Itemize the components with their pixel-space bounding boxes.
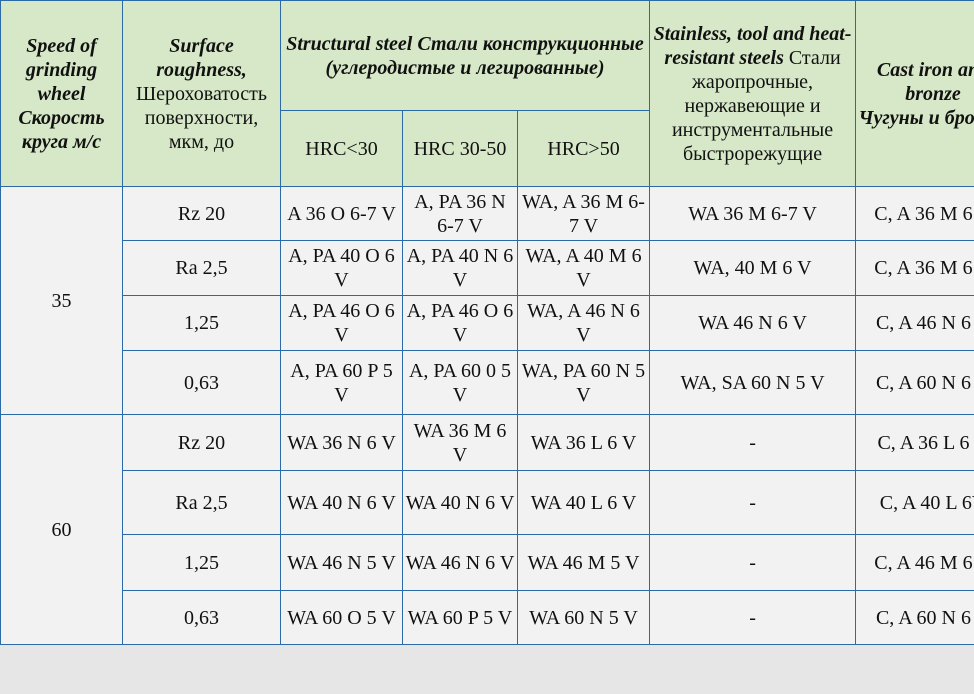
roughness-cell: 1,25 [122,534,281,591]
stainless-cell: WA 36 M 6-7 V [649,186,857,241]
header-cast-en: Cast iron and bronze [876,58,974,105]
header-speed-ru: Скорость круга м/с [18,106,105,153]
stainless-cell: WA 46 N 6 V [649,295,857,351]
roughness-cell: Rz 20 [122,186,281,241]
hrc-high-cell: WA 60 N 5 V [516,590,651,645]
header-roughness-ru: Шероховатость поверхности, мкм, до [135,82,268,153]
roughness-cell: Rz 20 [122,414,281,471]
hrc-high-cell: WA, A 46 N 6 V [516,295,651,351]
roughness-cell: 0,63 [122,590,281,645]
cast-iron-cell: C, A 46 M 6 V [855,534,974,591]
stainless-cell: WA, 40 M 6 V [649,240,857,296]
hrc-low-cell: WA 60 O 5 V [280,590,403,645]
hrc-high-cell: WA, A 36 M 6-7 V [516,186,651,241]
stainless-cell: - [649,414,857,471]
speed-cell: 35 [0,186,123,415]
cast-iron-cell: C, A 46 N 6 V [855,295,974,351]
hrc-low-cell: WA 40 N 6 V [280,470,403,535]
header-hrc-high: HRC>50 [516,110,651,187]
cast-iron-cell: C, A 36 M 6 V [855,186,974,241]
cast-iron-cell: C, A 60 N 6 V [855,590,974,645]
header-stainless-ru: Стали жаропрочные, нержавеющие и инструм… [671,46,841,165]
hrc-mid-cell: WA 60 P 5 V [402,590,518,645]
hrc-mid-cell: A, PA 40 N 6 V [402,240,518,296]
header-speed: Speed of grinding wheel Скорость круга м… [0,0,123,187]
stainless-cell: WA, SA 60 N 5 V [649,350,857,415]
hrc-high-cell: WA 36 L 6 V [516,414,651,471]
hrc-low-cell: A, PA 40 O 6 V [280,240,403,296]
roughness-cell: Ra 2,5 [122,240,281,296]
header-structural-ru: Стали конструкционные (углеродистые и ле… [325,32,644,79]
cast-iron-cell: C, A 60 N 6 V [855,350,974,415]
header-cast-ru: Чугуны и бронзы [858,106,974,129]
hrc-low-cell: A, PA 46 O 6 V [280,295,403,351]
header-cast-iron: Cast iron and bronze Чугуны и бронзы [855,0,974,187]
hrc-mid-cell: WA 46 N 6 V [402,534,518,591]
header-roughness-en: Surface roughness, [156,34,247,81]
hrc-mid-cell: A, PA 36 N 6-7 V [402,186,518,241]
stainless-cell: - [649,534,857,591]
hrc-mid-cell: A, PA 60 0 5 V [402,350,518,415]
cast-iron-cell: C, A 36 M 6 V [855,240,974,296]
roughness-cell: 1,25 [122,295,281,351]
cast-iron-cell: C, A 40 L 6V [855,470,974,535]
header-structural-steel: Structural steel Стали конструкционные (… [279,0,651,111]
hrc-mid-cell: A, PA 46 O 6 V [402,295,518,351]
header-speed-en: Speed of grinding wheel [25,34,98,105]
stainless-cell: - [649,590,857,645]
hrc-high-cell: WA 40 L 6 V [516,470,651,535]
header-roughness: Surface roughness, Шероховатость поверхн… [122,0,281,187]
hrc-low-cell: WA 36 N 6 V [280,414,403,471]
hrc-high-cell: WA, PA 60 N 5 V [516,350,651,415]
roughness-cell: 0,63 [122,350,281,415]
hrc-high-cell: WA, A 40 M 6 V [516,240,651,296]
header-hrc-mid: HRC 30-50 [402,110,518,187]
hrc-low-cell: A, PA 60 P 5 V [280,350,403,415]
speed-cell: 60 [0,414,123,645]
header-stainless-en: Stainless, tool and heat-resistant steel… [653,22,852,69]
header-hrc-low: HRC<30 [280,110,403,187]
hrc-low-cell: WA 46 N 5 V [280,534,403,591]
hrc-high-cell: WA 46 M 5 V [516,534,651,591]
header-structural-en: Structural steel [286,32,413,55]
grinding-wheel-table: Speed of grinding wheel Скорость круга м… [0,0,974,645]
roughness-cell: Ra 2,5 [122,470,281,535]
hrc-low-cell: A 36 O 6-7 V [280,186,403,241]
cast-iron-cell: C, A 36 L 6 V [855,414,974,471]
header-stainless: Stainless, tool and heat-resistant steel… [649,0,857,187]
hrc-mid-cell: WA 36 M 6 V [402,414,518,471]
stainless-cell: - [649,470,857,535]
hrc-mid-cell: WA 40 N 6 V [402,470,518,535]
